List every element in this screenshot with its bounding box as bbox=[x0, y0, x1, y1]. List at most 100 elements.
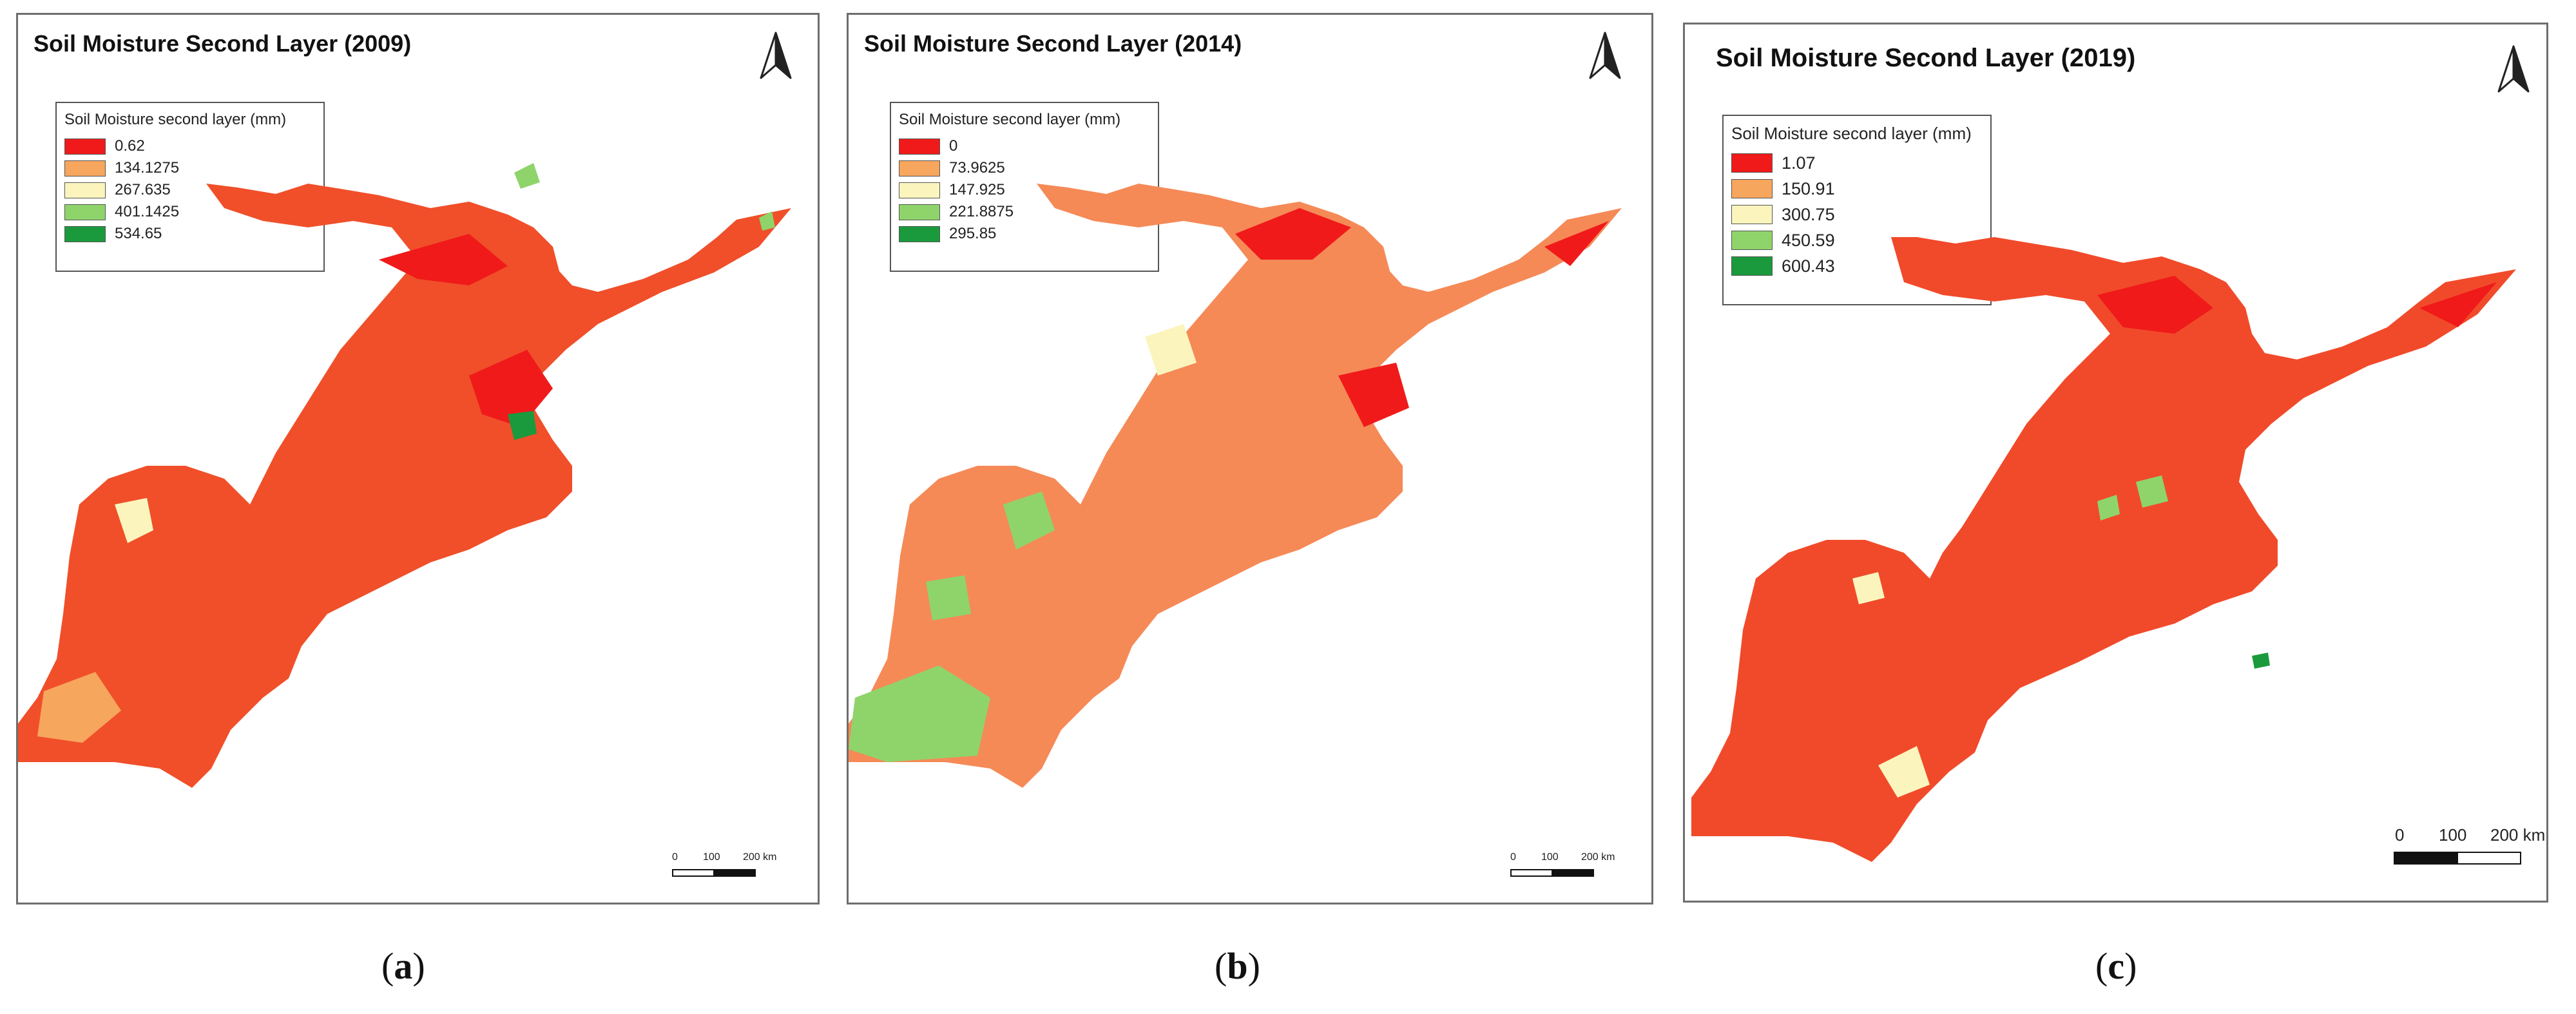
moist-patch bbox=[759, 211, 775, 231]
legend-item: 267.635 bbox=[64, 179, 314, 201]
legend-label: 0.62 bbox=[115, 137, 145, 155]
legend-swatch bbox=[899, 225, 940, 242]
panel-caption: (a) bbox=[381, 945, 425, 987]
legend-label: 147.925 bbox=[949, 181, 1005, 198]
scale-label: 200 km bbox=[743, 852, 777, 863]
scale-label: 0 bbox=[2395, 825, 2405, 845]
wet-patch bbox=[2252, 653, 2270, 669]
north-arrow-icon bbox=[1589, 32, 1621, 79]
legend-swatch bbox=[1731, 179, 1773, 198]
map-panel-2019: Soil Moisture Second Layer (2019) Soil M… bbox=[1683, 23, 2548, 903]
legend-swatch bbox=[1731, 231, 1773, 250]
scale-bar: 0 100 200 km bbox=[1510, 852, 1615, 884]
scale-label: 100 bbox=[1541, 852, 1559, 863]
legend-label: 221.8875 bbox=[949, 203, 1014, 220]
dry-patch bbox=[379, 234, 508, 285]
legend-swatch bbox=[64, 182, 106, 198]
legend-label: 150.91 bbox=[1782, 178, 1835, 198]
legend-title: Soil Moisture second layer (mm) bbox=[899, 111, 1121, 128]
dry-patch bbox=[2097, 276, 2213, 334]
legend-label: 300.75 bbox=[1782, 204, 1835, 224]
legend-item: 450.59 bbox=[1731, 227, 1981, 253]
moist-patch bbox=[926, 575, 971, 620]
dry-patch bbox=[1544, 221, 1609, 266]
legend-title: Soil Moisture second layer (mm) bbox=[1731, 124, 1972, 143]
moist-patch bbox=[1878, 746, 1930, 798]
legend-item: 401.1425 bbox=[64, 201, 314, 223]
legend-item: 300.75 bbox=[1731, 202, 1981, 227]
legend-item: 221.8875 bbox=[899, 201, 1149, 223]
moist-patch bbox=[37, 672, 121, 743]
dry-patch bbox=[2419, 282, 2497, 327]
scale-label: 100 bbox=[703, 852, 720, 863]
dry-patch bbox=[1338, 363, 1409, 427]
legend-label: 295.85 bbox=[949, 225, 997, 242]
legend-item: 1.07 bbox=[1731, 150, 1981, 176]
map-panel-2014: Soil Moisture Second Layer (2014) Soil M… bbox=[847, 13, 1653, 904]
map-legend: Soil Moisture second layer (mm) 0 73.962… bbox=[890, 102, 1159, 272]
wet-patch bbox=[508, 411, 537, 440]
legend-swatch bbox=[899, 160, 940, 177]
scale-label: 0 bbox=[672, 852, 678, 863]
choropleth-map bbox=[18, 163, 791, 788]
moist-patch bbox=[2136, 475, 2168, 508]
legend-item: 147.925 bbox=[899, 179, 1149, 201]
moist-patch bbox=[115, 498, 153, 543]
legend-swatch bbox=[64, 138, 106, 155]
legend-item: 600.43 bbox=[1731, 253, 1981, 279]
scale-bar: 0 100 200 km bbox=[2394, 825, 2545, 877]
legend-title: Soil Moisture second layer (mm) bbox=[64, 111, 287, 128]
legend-label: 1.07 bbox=[1782, 153, 1816, 173]
panel-caption: (b) bbox=[1215, 945, 1260, 987]
legend-swatch bbox=[1731, 205, 1773, 224]
legend-label: 450.59 bbox=[1782, 230, 1835, 250]
north-arrow-icon bbox=[2497, 45, 2530, 93]
map-panel-2009: Soil Moisture Second Layer (2009) Soil M… bbox=[16, 13, 820, 904]
scale-label: 100 bbox=[2439, 825, 2467, 845]
map-title: Soil Moisture Second Layer (2019) bbox=[1716, 44, 2136, 72]
moist-patch bbox=[849, 665, 990, 762]
region-shape bbox=[849, 184, 1622, 788]
legend-label: 267.635 bbox=[115, 181, 171, 198]
moist-patch bbox=[1003, 492, 1055, 550]
legend-item: 134.1275 bbox=[64, 157, 314, 179]
map-title: Soil Moisture Second Layer (2014) bbox=[864, 30, 1242, 57]
region-shape bbox=[18, 184, 791, 788]
caption-letter: c bbox=[2108, 945, 2125, 987]
legend-item: 534.65 bbox=[64, 223, 314, 245]
moist-patch bbox=[1852, 572, 1885, 604]
caption-letter: a bbox=[394, 945, 413, 987]
north-arrow-icon bbox=[760, 32, 792, 79]
legend-item: 0.62 bbox=[64, 135, 314, 157]
legend-swatch bbox=[64, 225, 106, 242]
legend-swatch bbox=[1731, 256, 1773, 276]
moist-patch bbox=[2097, 495, 2120, 521]
moist-patch bbox=[514, 163, 540, 189]
scale-label: 200 km bbox=[1581, 852, 1615, 863]
map-title: Soil Moisture Second Layer (2009) bbox=[34, 30, 412, 57]
legend-label: 534.65 bbox=[115, 225, 162, 242]
moist-patch bbox=[1145, 324, 1197, 376]
legend-label: 73.9625 bbox=[949, 159, 1005, 177]
scale-bar-graphic bbox=[672, 869, 756, 877]
legend-item: 150.91 bbox=[1731, 176, 1981, 202]
legend-swatch bbox=[899, 182, 940, 198]
scale-bar-graphic bbox=[2394, 852, 2521, 865]
caption-letter: b bbox=[1227, 945, 1248, 987]
dry-patch bbox=[1235, 208, 1351, 260]
legend-item: 295.85 bbox=[899, 223, 1149, 245]
scale-bar-graphic bbox=[1510, 869, 1594, 877]
legend-label: 134.1275 bbox=[115, 159, 180, 177]
legend-swatch bbox=[1731, 153, 1773, 173]
choropleth-map bbox=[849, 184, 1622, 788]
scale-label: 0 bbox=[1510, 852, 1516, 863]
legend-item: 0 bbox=[899, 135, 1149, 157]
legend-swatch bbox=[64, 160, 106, 177]
legend-label: 0 bbox=[949, 137, 958, 155]
choropleth-map bbox=[1691, 237, 2516, 862]
legend-label: 600.43 bbox=[1782, 256, 1835, 276]
panel-caption: (c) bbox=[2095, 945, 2137, 987]
legend-swatch bbox=[899, 138, 940, 155]
legend-item: 73.9625 bbox=[899, 157, 1149, 179]
legend-swatch bbox=[899, 204, 940, 220]
